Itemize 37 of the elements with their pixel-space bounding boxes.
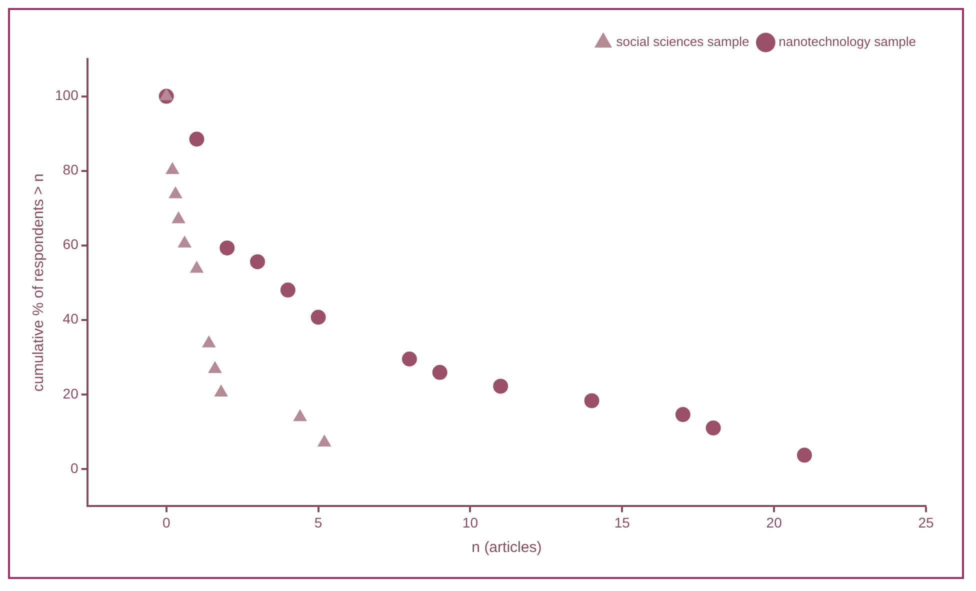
point [584,393,600,408]
point [214,385,228,397]
y-tick-label: 40 [62,310,79,327]
point [280,282,296,298]
point [432,364,448,380]
point [190,261,204,273]
point [166,162,179,174]
x-tick-label: 5 [314,514,322,530]
y-axis-title: cumulative % of respondents > n [30,174,48,392]
point [675,407,690,422]
point [208,362,222,374]
point [310,310,326,325]
y-tick-label: 20 [62,385,79,402]
x-tick-label: 15 [614,514,630,530]
point [250,254,266,270]
point [796,448,812,463]
point [293,410,307,422]
point [168,186,182,198]
x-tick-label: 0 [162,514,170,530]
point [202,336,216,348]
point [493,378,508,394]
x-tick-label: 25 [918,514,934,530]
legend-label: social sciences sample [616,34,750,50]
y-tick-label: 60 [62,236,79,252]
point [402,351,417,366]
point [706,420,721,436]
y-tick-label: 80 [62,162,79,178]
x-tick-label: 10 [462,514,478,530]
y-tick-label: 100 [55,87,79,104]
legend-label: nanotechnology sample [778,34,916,50]
y-tick-label: 0 [70,460,79,476]
x-tick-label: 20 [766,514,782,530]
point [220,240,235,256]
point [178,236,192,248]
point [160,88,173,100]
x-axis-title: n (articles) [472,539,542,556]
point [172,212,186,224]
